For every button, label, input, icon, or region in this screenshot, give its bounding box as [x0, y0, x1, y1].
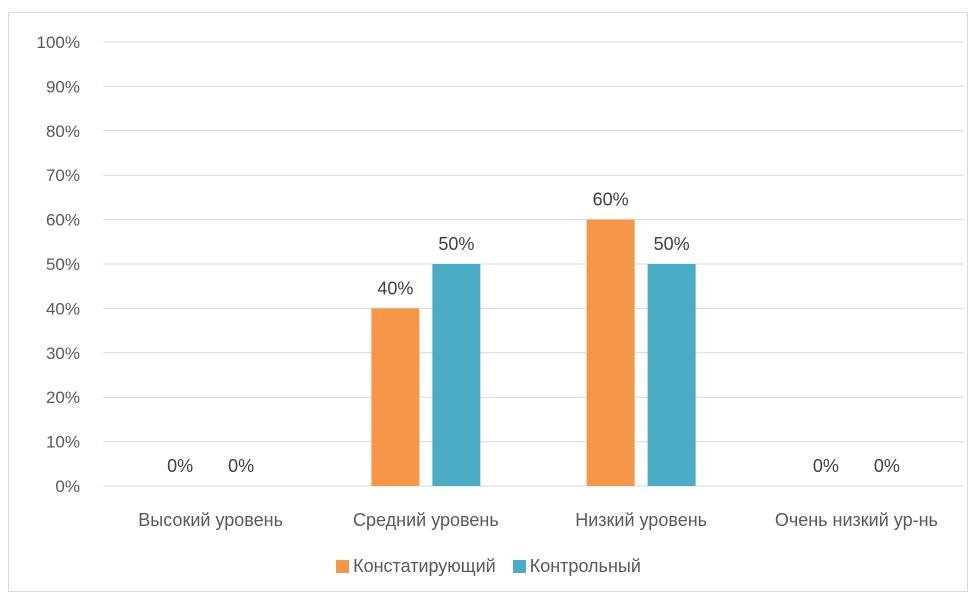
- x-category-label: Очень низкий ур-нь: [775, 510, 938, 530]
- legend-swatch-series-2: [512, 560, 526, 573]
- gridlines: [103, 41, 964, 487]
- y-tick-label: 60%: [46, 211, 80, 230]
- data-label: 40%: [377, 278, 413, 298]
- y-tick-label: 90%: [46, 77, 80, 96]
- y-tick-label: 40%: [46, 299, 80, 318]
- bar: [371, 308, 420, 486]
- y-tick-label: 80%: [46, 122, 80, 141]
- data-label: 0%: [874, 456, 900, 476]
- legend-item-series-2: Контрольный: [512, 556, 641, 577]
- x-axis-categories: Высокий уровень Средний уровень Низкий уро…: [138, 510, 938, 530]
- y-tick-label: 70%: [46, 166, 80, 185]
- data-label: 0%: [813, 456, 839, 476]
- data-labels: 0% 0% 40% 50% 60% 50% 0% 0%: [167, 190, 900, 476]
- data-label: 50%: [438, 234, 474, 254]
- x-category-label: Средний уровень: [353, 510, 499, 530]
- y-tick-label: 100%: [37, 33, 80, 52]
- data-label: 60%: [593, 190, 629, 210]
- bar: [647, 264, 696, 486]
- legend-item-series-1: Констатирующий: [336, 556, 496, 577]
- data-label: 0%: [228, 456, 254, 476]
- bars: [371, 219, 696, 486]
- chart-frame: [8, 12, 968, 592]
- y-axis-ticks: 0% 10% 20% 30% 40% 50% 60% 70% 80% 90% 100%: [37, 33, 80, 496]
- x-category-label: Низкий уровень: [575, 510, 707, 530]
- x-category-label: Высокий уровень: [138, 510, 283, 530]
- data-label: 50%: [654, 234, 690, 254]
- legend-swatch-series-1: [336, 560, 350, 573]
- bar: [432, 264, 481, 486]
- y-tick-label: 30%: [46, 344, 80, 363]
- bar: [586, 219, 635, 486]
- legend-label-series-1: Констатирующий: [353, 556, 496, 576]
- y-tick-label: 50%: [46, 255, 80, 274]
- data-label: 0%: [167, 456, 193, 476]
- y-tick-label: 10%: [46, 433, 80, 452]
- legend: Констатирующий Контрольный: [0, 556, 977, 578]
- legend-label-series-2: Контрольный: [529, 556, 641, 576]
- y-tick-label: 0%: [55, 477, 80, 496]
- y-tick-label: 20%: [46, 388, 80, 407]
